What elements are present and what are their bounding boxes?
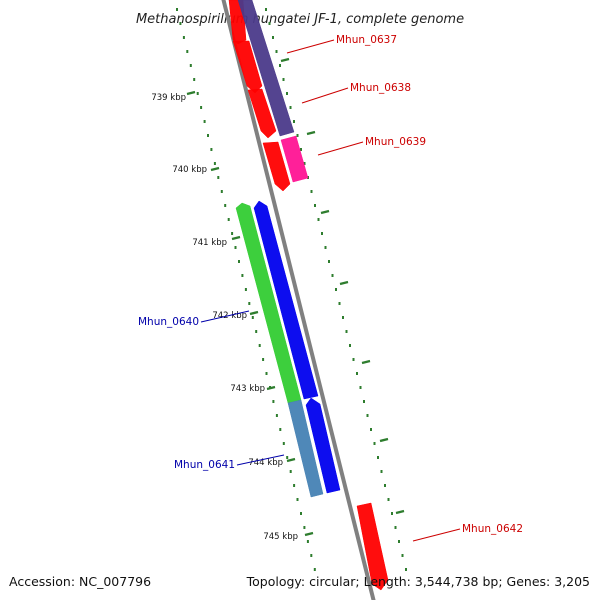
gene-label: Mhun_0639 xyxy=(365,136,426,148)
inner-tick-ring xyxy=(265,8,407,571)
major-tick-inner xyxy=(361,359,371,365)
gene-label: Mhun_0641 xyxy=(174,459,235,471)
major-tick-outer xyxy=(249,310,259,316)
green-orf xyxy=(235,202,302,404)
major-tick-inner xyxy=(395,509,405,515)
gene-labels: Mhun_0637 Mhun_0638 Mhun_0639 Mhun_0640 Mhun… xyxy=(138,34,523,542)
label-leader-line xyxy=(412,528,461,542)
map-title: Methanospirillum hungatei JF-1, complete… xyxy=(136,12,464,27)
red-orf xyxy=(247,88,277,139)
major-tick-inner xyxy=(280,57,290,63)
major-tick-inner xyxy=(339,280,349,286)
tick-label: 741 kbp xyxy=(192,238,227,248)
label-leader-line xyxy=(286,39,335,54)
label-leader-line xyxy=(301,87,349,104)
major-tick-outer xyxy=(266,385,276,391)
pink-orf xyxy=(280,135,309,183)
blue-orf xyxy=(253,200,319,400)
genome-backbone xyxy=(221,0,376,600)
steelblue-orf xyxy=(287,399,324,498)
genome-summary-text: Topology: circular; Length: 3,544,738 bp… xyxy=(246,574,590,589)
label-leader-line xyxy=(236,454,285,466)
red-orf xyxy=(356,502,389,591)
gene-label: Mhun_0642 xyxy=(462,523,523,535)
major-tick-outer xyxy=(231,235,241,241)
tick-label: 745 kbp xyxy=(263,532,298,542)
tick-label: 743 kbp xyxy=(230,384,265,394)
red-orf xyxy=(262,141,291,192)
tick-label: 742 kbp xyxy=(212,311,247,321)
gene-label: Mhun_0640 xyxy=(138,316,199,328)
tick-label: 740 kbp xyxy=(172,165,207,175)
major-tick-inner xyxy=(306,130,316,136)
gene-label: Mhun_0637 xyxy=(336,34,397,46)
label-leader-line xyxy=(317,141,364,156)
major-tick-outer xyxy=(286,457,296,463)
major-tick-outer xyxy=(186,90,196,96)
tick-label: 739 kbp xyxy=(151,93,186,103)
gene-label: Mhun_0638 xyxy=(350,82,411,94)
label-leader-line xyxy=(200,310,250,323)
blue-orf xyxy=(305,397,341,494)
major-tick-outer xyxy=(210,166,220,172)
tick-label: 744 kbp xyxy=(248,458,283,468)
outer-tick-ring: 739 kbp 740 kbp 741 kbp 742 kbp 743 kbp 744 k… xyxy=(151,8,316,571)
feature-track xyxy=(228,0,389,591)
major-tick-inner xyxy=(320,209,330,215)
purple-orf xyxy=(237,0,295,137)
major-tick-inner xyxy=(379,437,389,443)
accession-text: Accession: NC_007796 xyxy=(9,574,151,589)
major-tick-outer xyxy=(304,531,314,537)
